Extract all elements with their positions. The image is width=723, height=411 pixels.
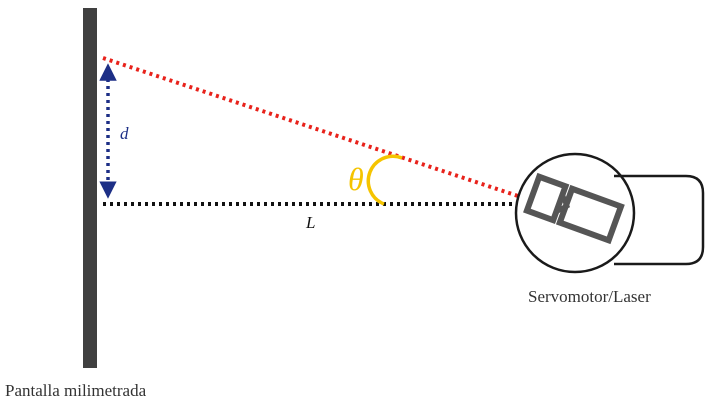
laser-connector [555, 193, 571, 214]
length-label: L [305, 213, 315, 232]
laser-beam-line [102, 56, 531, 202]
angle-label: θ [348, 161, 364, 197]
laser-module [523, 172, 625, 245]
screen-label: Pantalla milimetrada [5, 381, 147, 400]
screen-bar [83, 8, 97, 368]
distance-label: d [120, 124, 129, 143]
angle-arc [366, 154, 403, 206]
servo-housing [614, 174, 705, 266]
device-label: Servomotor/Laser [528, 287, 651, 306]
